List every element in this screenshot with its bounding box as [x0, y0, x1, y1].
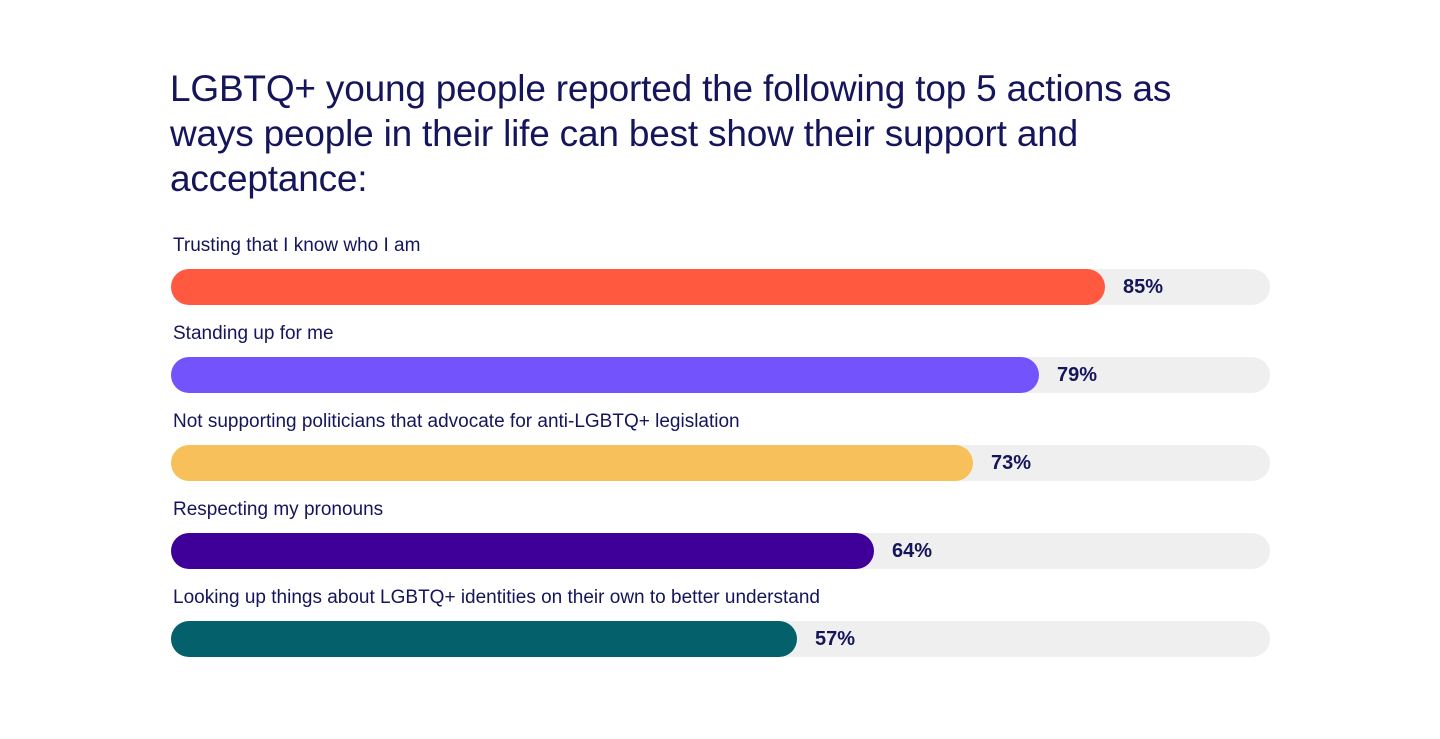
bar-track	[171, 445, 1270, 481]
bar	[171, 269, 1105, 305]
value-label: 57%	[815, 628, 856, 650]
chart-title: LGBTQ+ young people reported the followi…	[170, 68, 1172, 199]
bar	[171, 357, 1039, 393]
value-label: 79%	[1057, 364, 1098, 386]
bar	[171, 621, 797, 657]
category-label: Trusting that I know who I am	[173, 235, 421, 256]
category-label: Standing up for me	[173, 323, 334, 344]
category-label: Not supporting politicians that advocate…	[173, 411, 740, 432]
bar-row: Respecting my pronouns 64%	[171, 498, 1270, 586]
bar-row: Standing up for me 79%	[171, 322, 1270, 410]
bar-row: Not supporting politicians that advocate…	[171, 410, 1270, 498]
bar-track	[171, 621, 1270, 657]
value-label: 73%	[991, 452, 1032, 474]
bar-row: Trusting that I know who I am 85%	[171, 234, 1270, 322]
category-label: Looking up things about LGBTQ+ identitie…	[173, 587, 820, 608]
bar-chart: Trusting that I know who I am 85% Standing…	[171, 234, 1270, 674]
value-label: 64%	[892, 540, 933, 562]
bar	[171, 533, 874, 569]
bar-track	[171, 533, 1270, 569]
bar-row: Looking up things about LGBTQ+ identitie…	[171, 586, 1270, 674]
value-label: 85%	[1123, 276, 1164, 298]
bar-track	[171, 269, 1270, 305]
bar-track	[171, 357, 1270, 393]
bar	[171, 445, 973, 481]
category-label: Respecting my pronouns	[173, 499, 384, 520]
